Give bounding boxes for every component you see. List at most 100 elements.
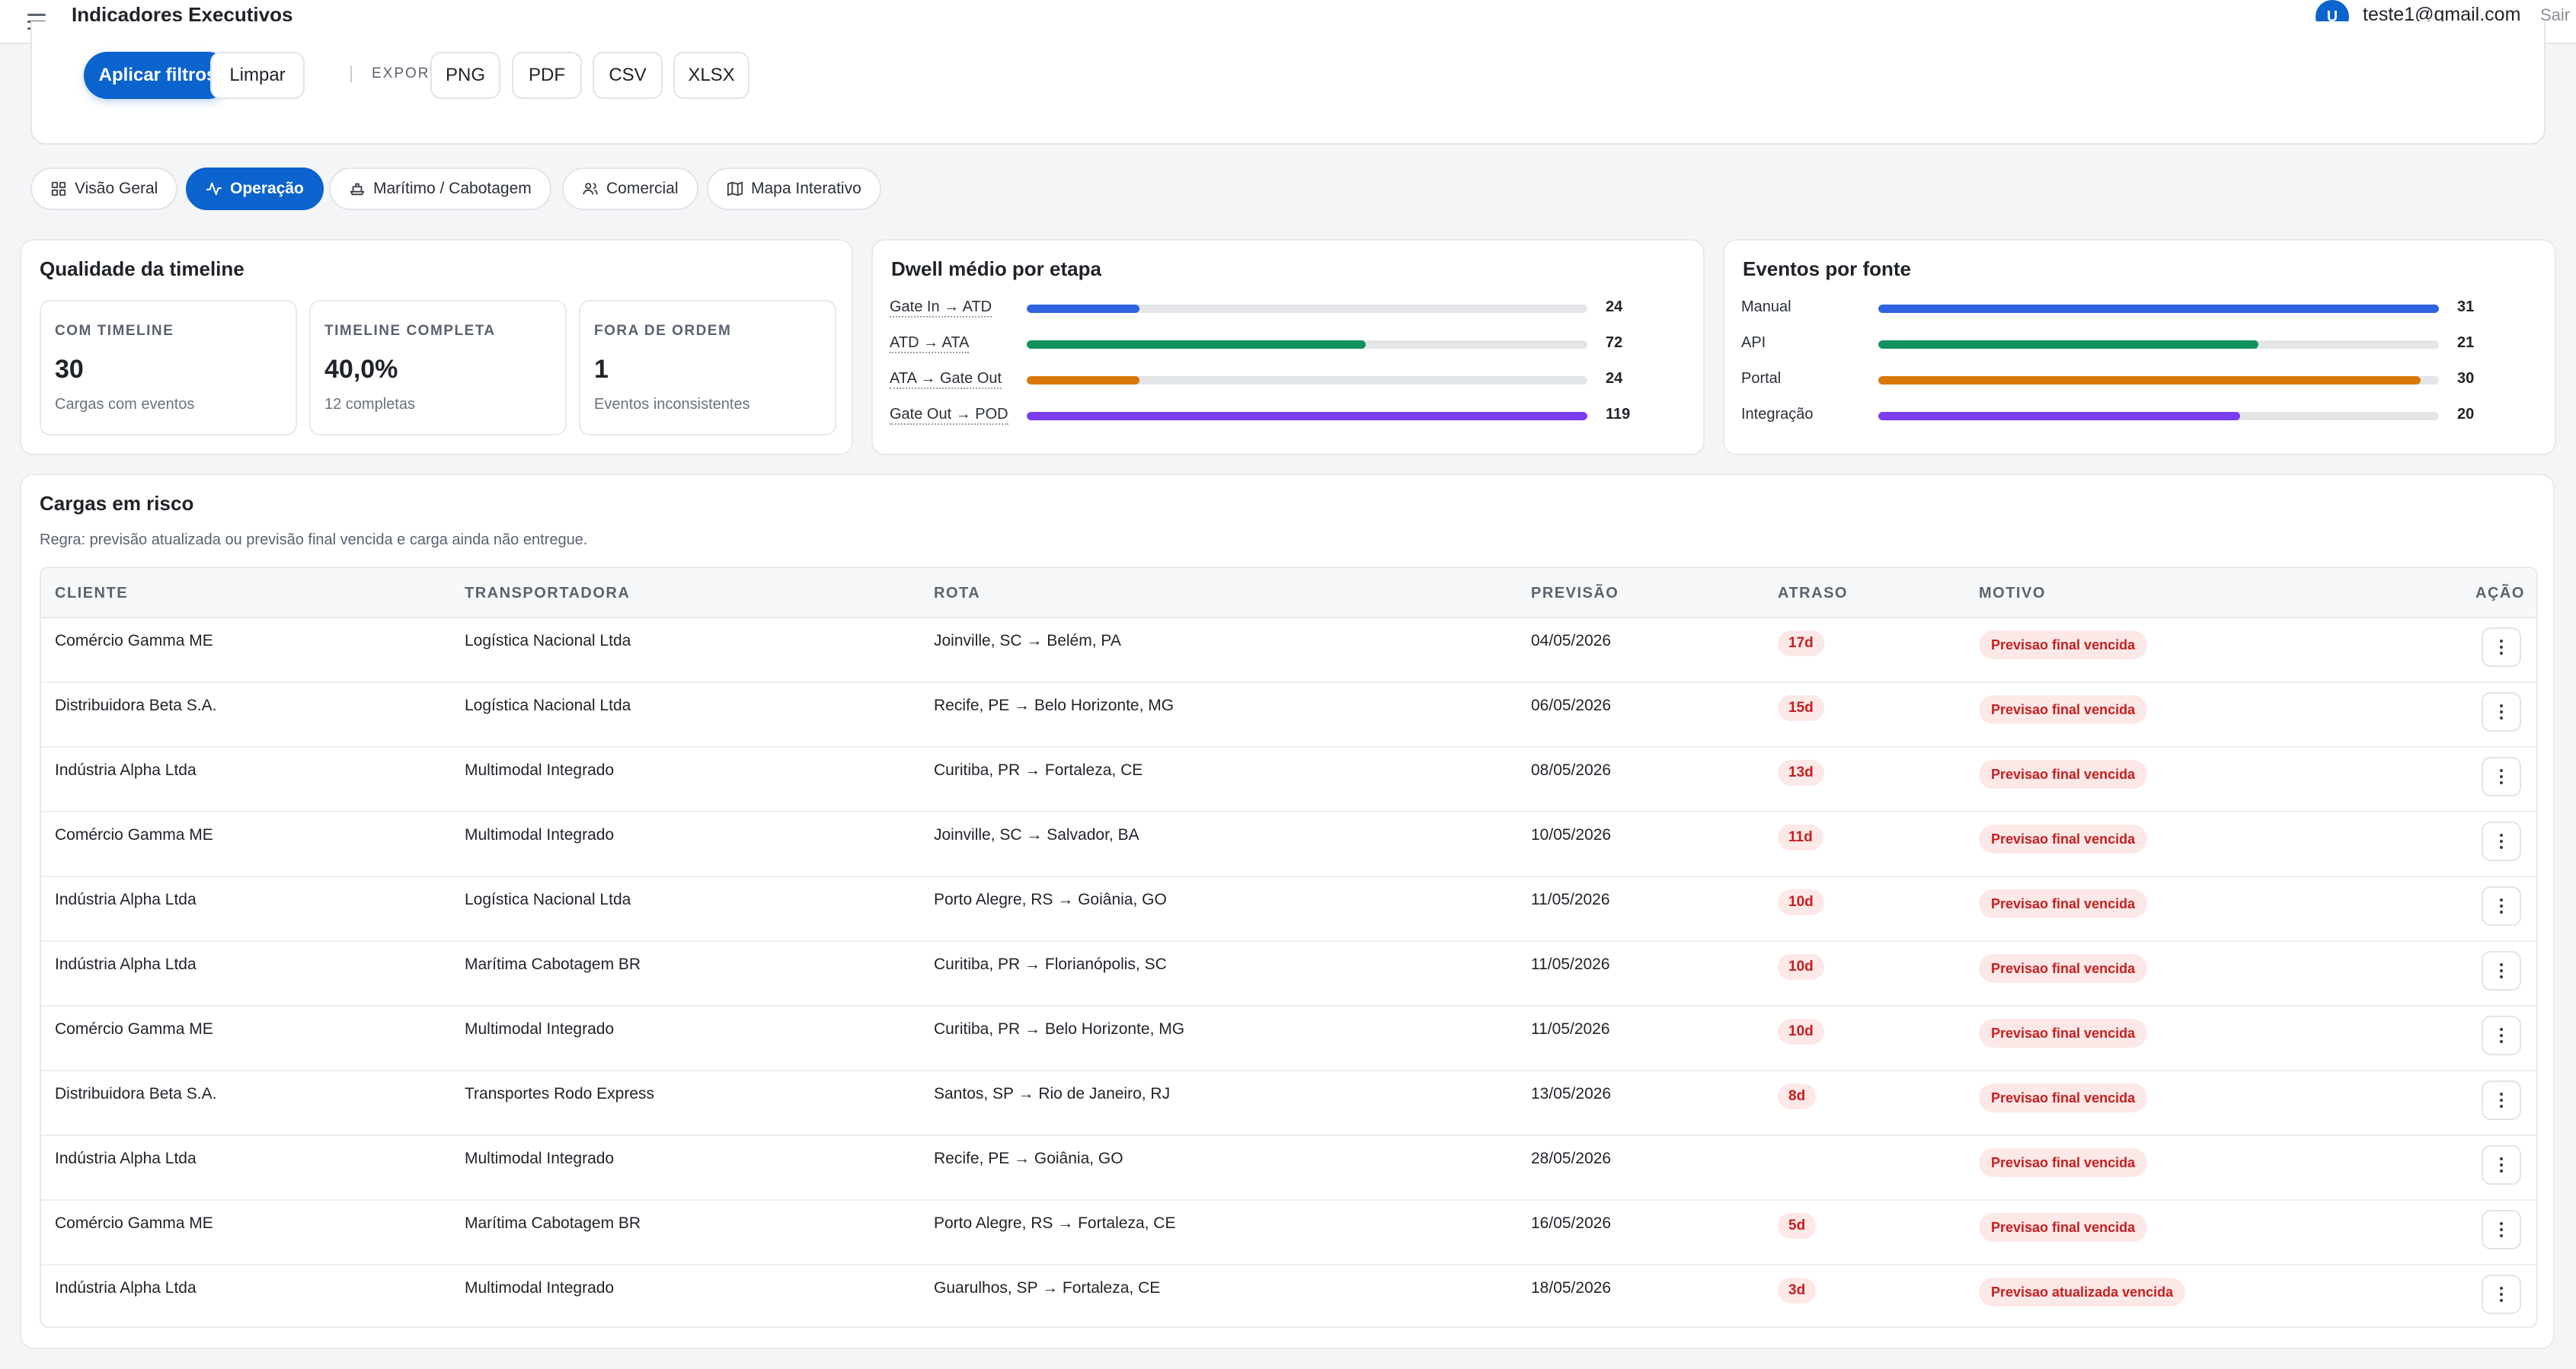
logout-link[interactable]: Sair [2540, 5, 2571, 24]
delay-badge: 10d [1778, 1019, 1824, 1045]
tab-operacao[interactable]: Operação [186, 168, 324, 210]
more-vertical-icon [2500, 1028, 2503, 1043]
cell-transportadora: Multimodal Integrado [465, 1150, 615, 1167]
column-header-rota[interactable]: ROTA [934, 585, 981, 602]
table-row[interactable]: Comércio Gamma ME Multimodal Integrado Joi… [41, 812, 2536, 877]
column-header-atraso[interactable]: ATRASO [1778, 585, 1848, 602]
delay-badge: 5d [1778, 1213, 1817, 1239]
export-pdf-button[interactable]: PDF [512, 52, 582, 99]
bar-row: Gate Out → POD 119 [890, 404, 1682, 427]
bar-value: 72 [1606, 334, 1623, 351]
row-actions-button[interactable] [2482, 1210, 2521, 1249]
cell-rota: Curitiba, PR → Belo Horizonte, MG [934, 1020, 1185, 1038]
cell-previsao: 04/05/2026 [1531, 632, 1612, 649]
tab-label: Marítimo / Cabotagem [373, 180, 532, 197]
cell-rota: Recife, PE → Belo Horizonte, MG [934, 697, 1175, 714]
row-actions-button[interactable] [2482, 757, 2521, 796]
panel-title: Cargas em risco [40, 492, 194, 515]
row-actions-button[interactable] [2482, 822, 2521, 861]
status-badge: Previsao final vencida [1979, 1213, 2148, 1242]
bar-track [1878, 412, 2439, 420]
more-vertical-icon [2500, 769, 2503, 784]
cell-transportadora: Logística Nacional Ltda [465, 697, 631, 714]
export-xlsx-button[interactable]: XLSX [673, 52, 749, 99]
bar-row: API 21 [1741, 333, 2533, 356]
table-row[interactable]: Indústria Alpha Ltda Multimodal Integrado… [41, 1136, 2536, 1201]
more-vertical-icon [2500, 1287, 2503, 1302]
tab-visao-geral[interactable]: Visão Geral [30, 168, 178, 210]
bar-fill [1878, 340, 2258, 349]
cell-transportadora: Marítima Cabotagem BR [465, 1214, 641, 1232]
row-actions-button[interactable] [2482, 692, 2521, 732]
ship-icon [350, 183, 365, 196]
more-vertical-icon [2500, 704, 2503, 720]
status-badge: Previsao final vencida [1979, 1083, 2148, 1112]
kpi-value: 30 [55, 355, 84, 384]
cell-previsao: 16/05/2026 [1531, 1214, 1612, 1232]
bar-value: 31 [2457, 298, 2475, 315]
export-csv-button[interactable]: CSV [593, 52, 663, 99]
kpi-value: 40,0% [324, 355, 398, 384]
cell-transportadora: Marítima Cabotagem BR [465, 956, 641, 973]
row-actions-button[interactable] [2482, 1275, 2521, 1314]
table-row[interactable]: Distribuidora Beta S.A. Logística Naciona… [41, 683, 2536, 748]
kpi-subtitle: Cargas com eventos [55, 396, 195, 413]
kpi-card-fora-de-ordem: FORA DE ORDEM 1 Eventos inconsistentes [579, 300, 836, 436]
delay-badge: 8d [1778, 1083, 1817, 1109]
cell-rota: Porto Alegre, RS → Fortaleza, CE [934, 1214, 1176, 1232]
row-actions-button[interactable] [2482, 1016, 2521, 1055]
more-vertical-icon [2500, 834, 2503, 849]
cell-previsao: 11/05/2026 [1531, 891, 1610, 908]
cell-rota: Joinville, SC → Salvador, BA [934, 826, 1139, 844]
row-actions-button[interactable] [2482, 886, 2521, 926]
status-badge: Previsao final vencida [1979, 630, 2148, 659]
column-header-previsao[interactable]: PREVISÃO [1531, 585, 1619, 602]
tab-comercial[interactable]: Comercial [562, 168, 698, 210]
bar-fill [1878, 305, 2439, 313]
bar-label: Manual [1741, 298, 1791, 315]
tab-maritimo-cabotagem[interactable]: Marítimo / Cabotagem [329, 168, 551, 210]
cell-cliente: Indústria Alpha Ltda [55, 956, 197, 973]
column-header-motivo[interactable]: MOTIVO [1979, 585, 2046, 602]
tab-label: Comercial [606, 180, 679, 197]
users-icon [583, 183, 598, 195]
bar-value: 119 [1606, 406, 1631, 423]
table-row[interactable]: Distribuidora Beta S.A. Transportes Rodo … [41, 1071, 2536, 1136]
cell-previsao: 11/05/2026 [1531, 956, 1610, 973]
row-actions-button[interactable] [2482, 1080, 2521, 1120]
export-png-button[interactable]: PNG [430, 52, 500, 99]
bar-row: ATA → Gate Out 24 [890, 369, 1682, 391]
table-row[interactable]: Comércio Gamma ME Logística Nacional Ltda… [41, 618, 2536, 683]
kpi-label: FORA DE ORDEM [594, 323, 732, 339]
apply-filters-button[interactable]: Aplicar filtros [84, 52, 232, 99]
bar-fill [1027, 340, 1366, 349]
delay-badge: 10d [1778, 954, 1824, 980]
cell-rota: Curitiba, PR → Fortaleza, CE [934, 761, 1143, 779]
column-header-cliente[interactable]: CLIENTE [55, 585, 129, 602]
bar-row: Gate In → ATD 24 [890, 297, 1682, 320]
table-row[interactable]: Comércio Gamma ME Multimodal Integrado Cur… [41, 1007, 2536, 1071]
table-row[interactable]: Indústria Alpha Ltda Multimodal Integrado… [41, 748, 2536, 812]
cell-transportadora: Logística Nacional Ltda [465, 632, 631, 649]
row-actions-button[interactable] [2482, 627, 2521, 667]
bar-row: Manual 31 [1741, 297, 2533, 320]
row-actions-button[interactable] [2482, 1145, 2521, 1185]
map-icon [727, 181, 743, 196]
bar-fill [1878, 376, 2421, 385]
clear-button[interactable]: Limpar [210, 52, 305, 99]
cargo-risk-panel: Cargas em risco Regra: previsão atualiza… [20, 474, 2555, 1349]
table-row[interactable]: Comércio Gamma ME Marítima Cabotagem BR Po… [41, 1201, 2536, 1265]
kpi-value: 1 [594, 355, 609, 384]
table-row[interactable]: Indústria Alpha Ltda Logística Nacional L… [41, 877, 2536, 942]
row-actions-button[interactable] [2482, 951, 2521, 991]
table-row[interactable]: Indústria Alpha Ltda Marítima Cabotagem B… [41, 942, 2536, 1007]
cell-rota: Porto Alegre, RS → Goiânia, GO [934, 891, 1167, 908]
cell-previsao: 18/05/2026 [1531, 1279, 1612, 1297]
table-row[interactable]: Indústria Alpha Ltda Multimodal Integrado… [41, 1265, 2536, 1326]
column-header-transportadora[interactable]: TRANSPORTADORA [465, 585, 631, 602]
bar-track [1027, 340, 1587, 349]
kpi-subtitle: 12 completas [324, 396, 415, 413]
bar-label: Gate In → ATD [890, 298, 992, 318]
tab-mapa-interativo[interactable]: Mapa Interativo [707, 168, 881, 210]
cell-rota: Guarulhos, SP → Fortaleza, CE [934, 1279, 1161, 1297]
